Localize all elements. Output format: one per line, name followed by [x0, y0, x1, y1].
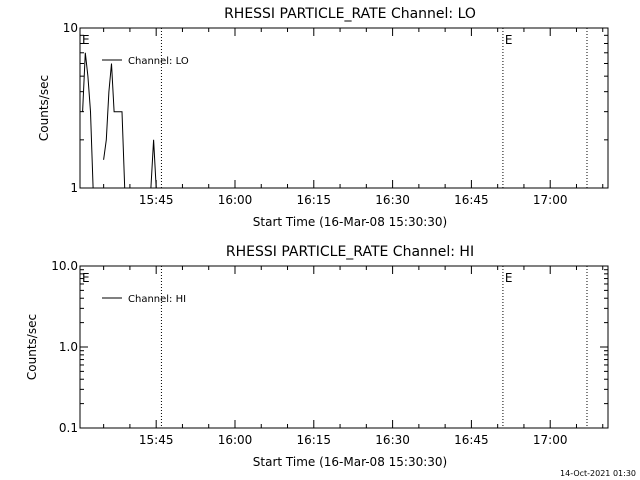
x-tick-label: 15:45 [139, 433, 174, 447]
panel-lo-legend-label: Channel: LO [128, 56, 189, 67]
panel-hi-legend-label: Channel: HI [128, 294, 186, 305]
series-line [150, 139, 157, 189]
x-tick-label: 16:45 [454, 433, 489, 447]
panel-lo-ylabel: Counts/sec [37, 75, 51, 141]
y-tick-label: 1.0 [59, 340, 78, 354]
event-annotation: E [82, 33, 90, 47]
panel-lo-legend: Channel: LO [102, 56, 189, 67]
x-tick-label: 17:00 [533, 193, 568, 207]
panel-hi-ylabel: Counts/sec [25, 314, 39, 380]
panel-lo: RHESSI PARTICLE_RATE Channel: LO Start T… [37, 6, 609, 229]
event-annotation: E [505, 33, 513, 47]
series-line [103, 63, 126, 189]
panel-lo-xlabel: Start Time (16-Mar-08 15:30:30) [253, 215, 447, 229]
x-tick-label: 16:30 [375, 193, 410, 207]
panel-hi-plot-frame [79, 265, 609, 429]
x-tick-label: 16:00 [218, 193, 253, 207]
panel-lo-title: RHESSI PARTICLE_RATE Channel: LO [224, 6, 476, 22]
x-tick-label: 16:45 [454, 193, 489, 207]
event-annotation: E [505, 271, 513, 285]
y-tick-label: 10.0 [51, 259, 78, 273]
x-tick-label: 16:15 [296, 433, 331, 447]
panel-lo-series [82, 52, 157, 189]
panel-hi: RHESSI PARTICLE_RATE Channel: HI Start T… [25, 244, 609, 469]
panel-hi-title: RHESSI PARTICLE_RATE Channel: HI [226, 244, 474, 260]
panel-lo-plot-frame [79, 27, 609, 189]
x-tick-label: 15:45 [139, 193, 174, 207]
y-tick-label: 0.1 [59, 421, 78, 435]
y-tick-label: 10 [63, 21, 78, 35]
x-tick-label: 16:00 [218, 433, 253, 447]
event-annotation: E [82, 271, 90, 285]
footer-timestamp: 14-Oct-2021 01:30 [560, 469, 636, 478]
panel-lo-vlines [160, 28, 588, 188]
x-tick-label: 16:15 [296, 193, 331, 207]
panel-hi-xlabel: Start Time (16-Mar-08 15:30:30) [253, 455, 447, 469]
x-tick-label: 17:00 [533, 433, 568, 447]
y-tick-label: 1 [70, 181, 78, 195]
panel-hi-ticks: 15:45 16:00 16:15 16:30 16:45 17:00 0.1 1.0 10.0 [51, 259, 608, 447]
panel-hi-legend: Channel: HI [102, 294, 186, 305]
series-line [82, 52, 94, 189]
panel-hi-vlines [160, 266, 588, 428]
x-tick-label: 16:30 [375, 433, 410, 447]
panel-lo-ticks: 15:45 16:00 16:15 16:30 16:45 17:00 1 10 [63, 21, 608, 207]
